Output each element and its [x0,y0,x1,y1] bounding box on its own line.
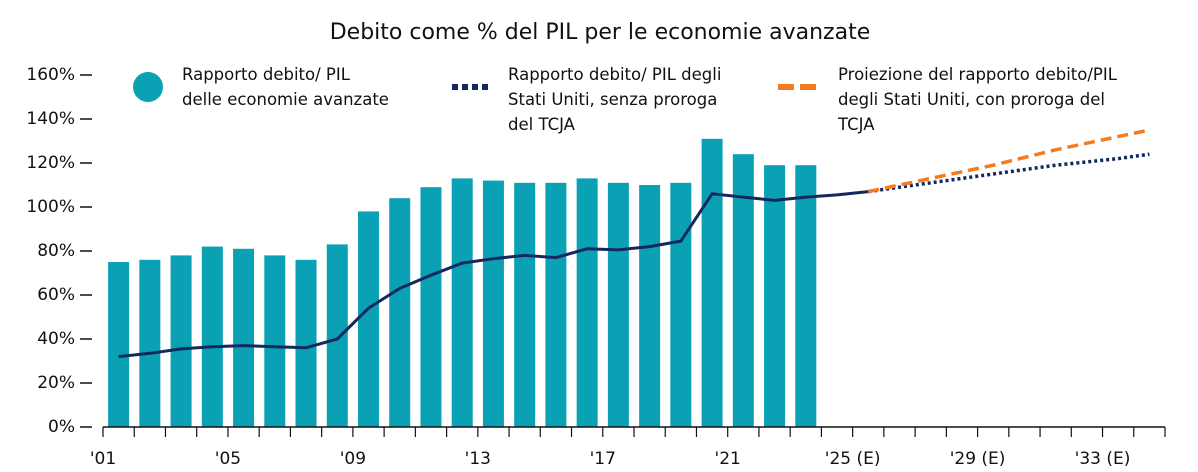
y-tick-label: 80% [37,241,75,261]
bar [732,154,754,427]
x-tick-label: '33 (E) [1075,449,1131,469]
x-tick-label: '17 [590,449,616,469]
y-tick-label: 140% [26,109,75,129]
bar [607,182,629,427]
chart-title: Debito come % del PIL per le economie av… [330,20,871,45]
x-tick-label: '21 [715,449,741,469]
legend-swatch [133,72,163,102]
x-tick-label: '29 (E) [950,449,1006,469]
bar [264,255,286,427]
line-dashed [867,128,1150,194]
bar [670,182,692,427]
legend-label: Rapporto debito/ PIL delle economie avan… [182,65,389,109]
y-tick-label: 160% [26,65,75,85]
x-tick-label: '05 [215,449,241,469]
y-tick-label: 0% [48,417,75,437]
y-tick-label: 120% [26,153,75,173]
y-tick-label: 40% [37,329,75,349]
y-tick-label: 20% [37,373,75,393]
bar [170,255,192,427]
legend-label: Proiezione del rapporto debito/PIL degli… [838,65,1117,134]
x-tick-label: '13 [465,449,491,469]
bar [482,180,504,427]
bar [201,246,223,427]
bar [451,178,473,427]
bar [295,259,317,427]
bar [514,182,536,427]
bar [233,248,255,427]
bar [795,165,817,427]
y-tick-label: 100% [26,197,75,217]
bar [326,244,348,427]
x-tick-label: '09 [340,449,366,469]
bar [358,211,379,427]
bar [139,259,161,427]
bar [639,185,661,427]
bar [545,182,567,427]
line-dotted [868,152,1150,194]
bar [108,262,130,427]
bar [420,187,442,427]
bar [389,198,411,427]
bar [701,138,723,428]
y-tick-label: 60% [37,285,75,305]
x-tick-label: '01 [90,449,116,469]
x-tick-label: '25 (E) [825,449,881,469]
legend-label: Rapporto debito/ PIL degli Stati Uniti, … [508,65,722,134]
bar [576,178,598,427]
bar [764,165,786,427]
line-solid [118,190,869,359]
